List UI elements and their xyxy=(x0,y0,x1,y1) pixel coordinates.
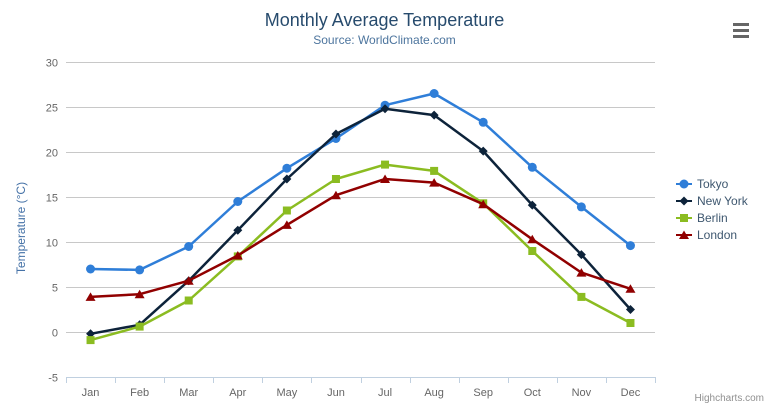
data-point-tokyo[interactable] xyxy=(625,241,635,251)
x-axis-label: May xyxy=(276,387,297,399)
data-point-new-york[interactable] xyxy=(233,225,243,235)
data-point-new-york[interactable] xyxy=(282,174,292,184)
legend: Tokyo New York Berlin London xyxy=(676,175,748,243)
hamburger-icon xyxy=(733,28,749,32)
data-point-berlin[interactable] xyxy=(282,206,291,215)
legend-label: Berlin xyxy=(697,210,728,225)
chart-subtitle: Source: WorldClimate.com xyxy=(313,33,456,47)
data-point-london[interactable] xyxy=(576,268,587,277)
y-axis-label: 5 xyxy=(52,283,58,295)
series-line-tokyo[interactable] xyxy=(89,92,632,272)
data-point-berlin[interactable] xyxy=(528,247,537,255)
legend-marker xyxy=(680,213,688,222)
legend-marker xyxy=(679,196,689,205)
legend-marker-triangle-icon xyxy=(676,230,692,239)
y-axis-label: 25 xyxy=(46,103,58,115)
data-point-berlin[interactable] xyxy=(86,336,95,345)
legend-label: Tokyo xyxy=(697,176,729,191)
x-axis-label: Jan xyxy=(82,387,100,399)
hamburger-icon xyxy=(733,22,749,26)
data-point-london[interactable] xyxy=(85,292,96,301)
x-axis-label: Mar xyxy=(179,387,198,399)
data-point-new-york[interactable] xyxy=(380,104,390,114)
legend-marker-diamond-icon xyxy=(676,196,692,205)
legend-label: New York xyxy=(697,193,748,208)
data-point-london[interactable] xyxy=(478,199,489,209)
legend-marker xyxy=(679,230,689,239)
data-point-london[interactable] xyxy=(281,220,292,229)
data-point-berlin[interactable] xyxy=(135,322,144,331)
legend-marker-circle-icon xyxy=(676,179,692,188)
y-axis-label: 30 xyxy=(46,58,58,70)
x-axis-label: Jul xyxy=(378,387,392,399)
data-point-new-york[interactable] xyxy=(478,146,488,156)
legend-marker-square-icon xyxy=(676,213,692,222)
data-point-tokyo[interactable] xyxy=(527,162,537,172)
data-point-london[interactable] xyxy=(232,251,243,260)
legend-marker xyxy=(679,179,689,188)
data-point-new-york[interactable] xyxy=(86,329,96,339)
y-axis-label: 15 xyxy=(46,193,58,205)
data-point-tokyo[interactable] xyxy=(282,163,292,173)
data-point-berlin[interactable] xyxy=(430,166,439,175)
y-axis-label: 0 xyxy=(52,328,58,340)
data-point-tokyo[interactable] xyxy=(135,265,145,275)
legend-item-berlin[interactable]: Berlin xyxy=(676,209,748,226)
data-point-new-york[interactable] xyxy=(576,250,586,260)
x-axis-label: Nov xyxy=(572,387,592,399)
data-point-new-york[interactable] xyxy=(625,305,635,314)
data-point-tokyo[interactable] xyxy=(429,89,439,98)
x-axis-label: Aug xyxy=(424,387,444,399)
data-point-london[interactable] xyxy=(527,234,538,244)
data-point-london[interactable] xyxy=(134,289,145,299)
y-axis-title: Temperature (°C) xyxy=(14,181,28,275)
credits-link[interactable]: Highcharts.com xyxy=(694,393,764,404)
y-axis-label: 10 xyxy=(46,238,58,250)
data-point-tokyo[interactable] xyxy=(86,264,96,274)
y-axis-label: 20 xyxy=(46,148,58,160)
legend-item-tokyo[interactable]: Tokyo xyxy=(676,175,748,192)
x-axis-label: Dec xyxy=(621,387,641,399)
data-point-tokyo[interactable] xyxy=(233,197,243,206)
data-point-new-york[interactable] xyxy=(331,129,341,139)
data-point-london[interactable] xyxy=(429,178,440,187)
data-point-tokyo[interactable] xyxy=(576,202,586,212)
series-line-berlin[interactable] xyxy=(89,163,632,342)
data-point-tokyo[interactable] xyxy=(478,117,488,127)
legend-item-london[interactable]: London xyxy=(676,226,748,243)
legend-item-new-york[interactable]: New York xyxy=(676,192,748,209)
hamburger-icon xyxy=(733,34,749,38)
data-point-berlin[interactable] xyxy=(577,292,586,301)
series-line-new-york[interactable] xyxy=(89,107,632,336)
x-axis-label: Apr xyxy=(229,387,246,399)
data-point-new-york[interactable] xyxy=(429,110,439,120)
chart-title: Monthly Average Temperature xyxy=(264,10,505,30)
chart-context-menu-button[interactable] xyxy=(730,19,754,41)
legend-label: London xyxy=(697,227,738,242)
y-axis-label: -5 xyxy=(48,373,58,385)
data-point-berlin[interactable] xyxy=(331,175,340,183)
data-point-berlin[interactable] xyxy=(381,160,390,169)
data-point-tokyo[interactable] xyxy=(184,242,194,251)
data-point-london[interactable] xyxy=(380,174,391,184)
series-line-london[interactable] xyxy=(89,177,632,299)
x-axis-label: Sep xyxy=(473,387,493,399)
data-point-london[interactable] xyxy=(625,284,636,293)
data-point-new-york[interactable] xyxy=(527,200,537,210)
x-axis-label: Feb xyxy=(130,387,149,399)
data-point-berlin[interactable] xyxy=(184,296,193,305)
x-axis-label: Oct xyxy=(524,387,541,399)
data-point-london[interactable] xyxy=(330,190,341,200)
data-point-berlin[interactable] xyxy=(626,319,635,327)
x-axis-label: Jun xyxy=(327,387,345,399)
data-point-london[interactable] xyxy=(183,276,194,285)
